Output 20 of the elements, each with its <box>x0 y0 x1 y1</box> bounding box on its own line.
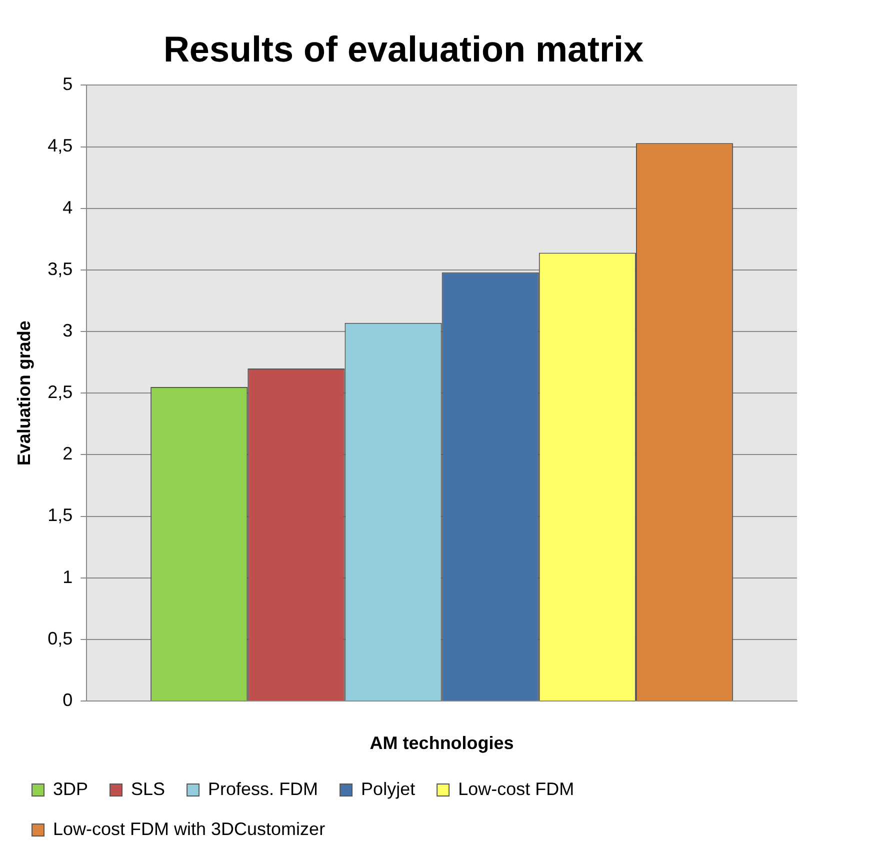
y-tick-label: 3,5 <box>48 258 73 279</box>
legend-label: Polyjet <box>361 778 416 799</box>
legend-label: SLS <box>131 778 166 799</box>
chart-title: Results of evaluation matrix <box>163 28 644 70</box>
y-tick-label: 0,5 <box>48 628 73 648</box>
y-tick-label: 1 <box>62 566 73 587</box>
y-tick-label: 3 <box>62 320 73 340</box>
legend-label: Low-cost FDM <box>458 778 574 799</box>
x-axis-title: AM technologies <box>370 733 514 754</box>
y-tick-label: 5 <box>62 74 73 94</box>
y-tick-label: 1,5 <box>48 505 73 526</box>
y-tick-label: 2 <box>62 444 73 464</box>
legend-label: 3DP <box>53 778 88 799</box>
legend-label: Profess. FDM <box>208 778 318 799</box>
y-axis-title: Evaluation grade <box>14 320 34 466</box>
y-tick-label: 4,5 <box>48 136 73 156</box>
y-tick-label: 4 <box>62 197 73 218</box>
y-tick-label: 0 <box>62 690 73 710</box>
legend-label: Low-cost FDM with 3DCustomizer <box>53 818 326 839</box>
y-tick-label: 2,5 <box>48 382 73 402</box>
